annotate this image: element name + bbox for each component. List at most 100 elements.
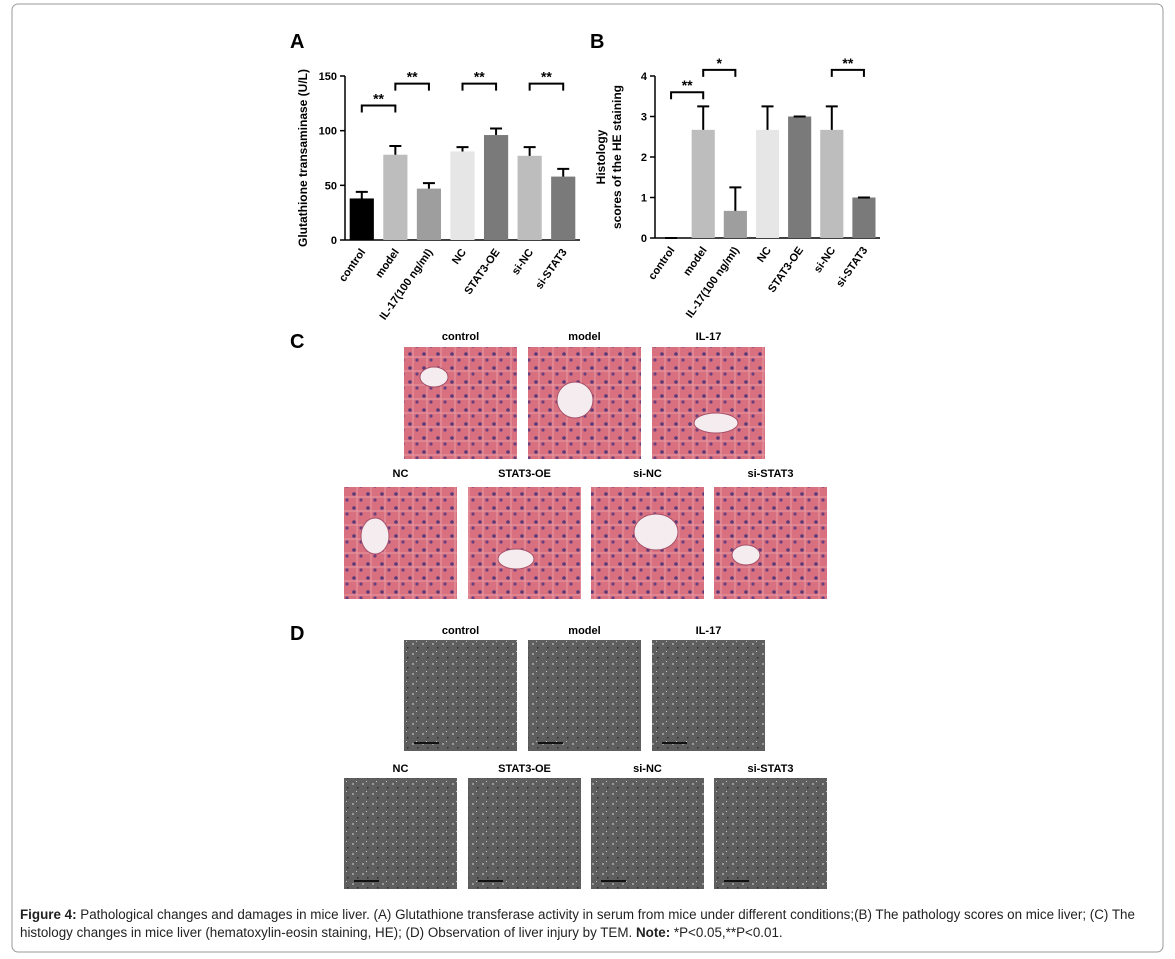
y-tick-label: 3 [641, 112, 647, 124]
image-label: NC [393, 468, 409, 480]
micrograph [652, 347, 765, 459]
image-label: control [442, 625, 479, 637]
significance-label: ** [407, 69, 418, 85]
x-tick-label: si-NC [812, 245, 838, 275]
image-label: NC [393, 763, 409, 775]
error-bar [557, 167, 570, 177]
micrograph [468, 487, 581, 599]
significance-label: ** [541, 69, 552, 85]
x-tick-label: control [337, 247, 368, 284]
significance-bracket [670, 91, 705, 100]
micrograph [652, 640, 765, 751]
significance-label: ** [682, 77, 693, 93]
significance-label: ** [474, 69, 485, 85]
figure-border [11, 3, 1164, 953]
error-bar [697, 105, 710, 130]
panel-letter: B [590, 31, 604, 53]
significance-label: ** [373, 91, 384, 107]
y-tick-label: 2 [641, 152, 647, 164]
image-label: IL-17 [696, 625, 722, 637]
micrograph [404, 347, 517, 459]
image-label: model [568, 331, 600, 343]
image-label: STAT3-OE [498, 763, 551, 775]
error-bar [729, 186, 742, 211]
micrograph [468, 778, 581, 889]
bar [517, 155, 542, 240]
y-tick-label: 4 [641, 71, 648, 83]
image-label: si-NC [633, 468, 662, 480]
caption-figure: Figure 4: [20, 907, 77, 922]
error-bar [422, 182, 435, 189]
bar [416, 188, 442, 240]
bar [383, 154, 408, 240]
image-label: STAT3-OE [498, 468, 551, 480]
y-tick-label: 100 [319, 126, 337, 138]
x-tick-label: model [681, 245, 709, 278]
y-axis-label: Glutathione transaminase (U/L) [296, 69, 310, 247]
image-label: si-STAT3 [747, 763, 793, 775]
panel-letter: D [290, 623, 304, 645]
vessel [360, 517, 390, 555]
micrograph [344, 487, 457, 599]
x-tick-label: si-STAT3 [533, 247, 569, 292]
panel-letter: C [290, 331, 304, 353]
caption-note: Note: [635, 925, 671, 940]
error-bar [490, 127, 503, 136]
vessel [693, 412, 739, 434]
y-tick-label: 50 [325, 180, 337, 192]
vessel [633, 513, 679, 551]
error-bar [355, 190, 368, 199]
error-bar [523, 146, 536, 156]
significance-bracket [830, 68, 865, 77]
bar [450, 151, 475, 240]
error-bar [456, 146, 469, 152]
significance-bracket [394, 82, 430, 91]
image-label: si-NC [633, 763, 662, 775]
significance-bracket [528, 82, 565, 91]
y-tick-label: 150 [319, 71, 337, 83]
vessel [497, 548, 535, 570]
y-tick-label: 0 [331, 235, 337, 247]
bar [755, 129, 780, 238]
caption-note-text: *P<0.05,**P<0.01. [670, 925, 783, 940]
x-tick-label: NC [450, 247, 469, 267]
image-label: si-STAT3 [747, 468, 793, 480]
y-axis-label: Histology [594, 129, 608, 184]
significance-bracket [360, 104, 397, 113]
error-bar [389, 144, 402, 155]
x-tick-label: NC [755, 245, 774, 265]
micrograph [591, 778, 704, 889]
micrograph [404, 640, 517, 751]
significance-bracket [702, 68, 737, 77]
micrograph [714, 778, 827, 889]
micrograph [714, 487, 827, 599]
caption-text: Pathological changes and damages in mice… [20, 907, 1135, 940]
bar [691, 129, 715, 238]
micrograph [344, 778, 457, 889]
bar [852, 197, 876, 238]
significance-label: * [717, 55, 723, 71]
x-tick-label: model [373, 247, 401, 280]
error-bar [761, 105, 774, 130]
bar [788, 116, 812, 238]
caption: Figure 4: Pathological changes and damag… [20, 906, 1160, 942]
bar [349, 198, 374, 240]
panel-letter: A [290, 31, 304, 53]
x-tick-label: si-NC [510, 247, 536, 277]
error-bar [825, 105, 838, 130]
vessel [556, 381, 594, 419]
y-tick-label: 1 [641, 193, 647, 205]
x-tick-label: si-STAT3 [834, 245, 870, 290]
y-tick-label: 0 [641, 233, 647, 245]
image-label: IL-17 [696, 331, 722, 343]
significance-bracket [461, 82, 498, 91]
x-tick-label: control [646, 245, 677, 282]
bar [551, 176, 576, 240]
bar [483, 135, 509, 240]
vessel [419, 366, 449, 388]
bar [820, 129, 844, 238]
bar [723, 210, 747, 238]
y-axis-label: scores of the HE staining [610, 85, 624, 229]
